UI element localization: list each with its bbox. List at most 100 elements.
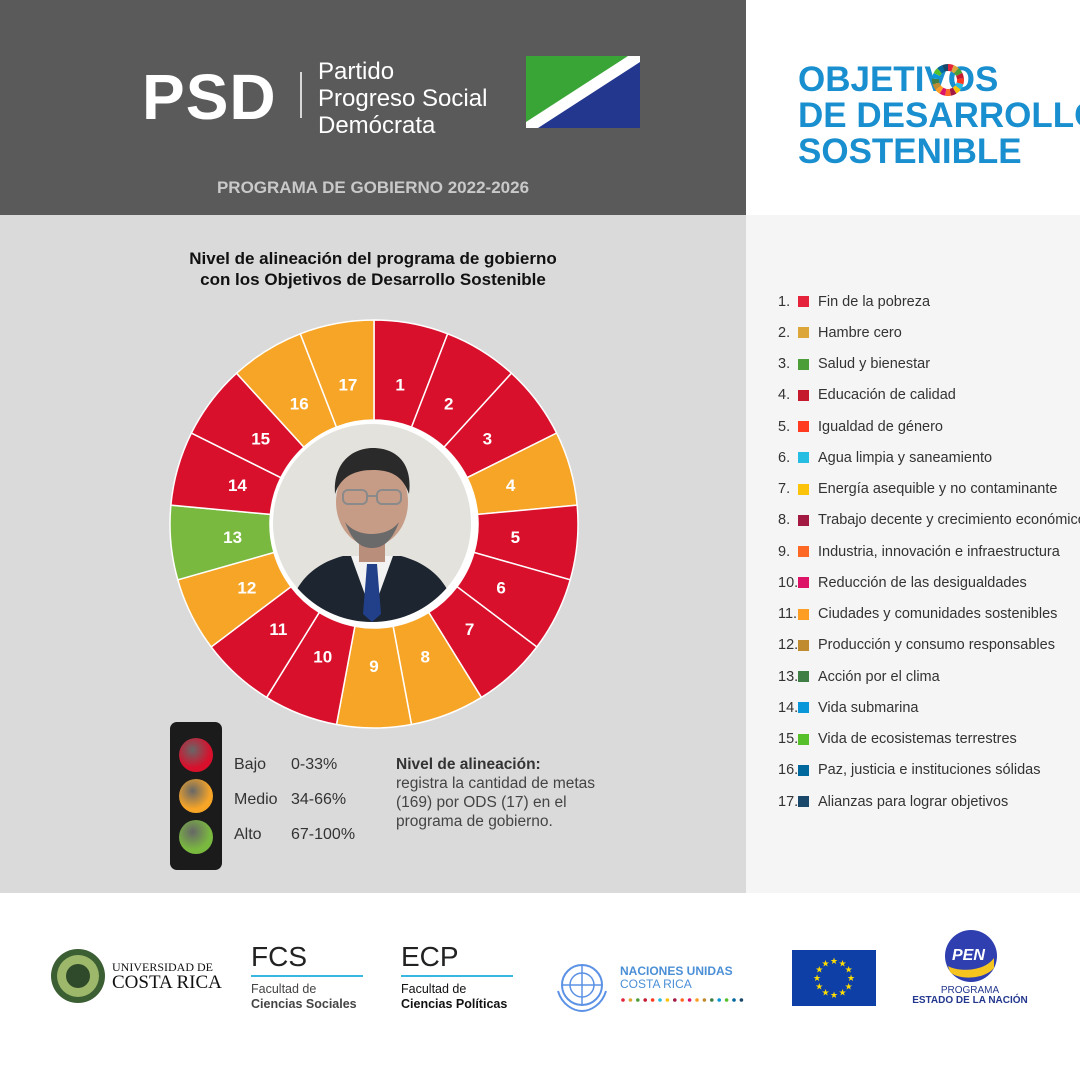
level-range: 0-33%	[291, 756, 338, 773]
legend-swatch	[798, 546, 809, 558]
fcs-abbr: FCS	[251, 941, 307, 972]
chart-title-line: con los Objetivos de Desarrollo Sostenib…	[200, 270, 546, 289]
ecp-underline	[401, 975, 513, 977]
legend-swatch	[798, 389, 809, 401]
legend-item: 17. Alianzas para lograr objetivos	[778, 786, 1080, 817]
ecp-line: Ciencias Políticas	[401, 997, 508, 1011]
legend-label: Acción por el clima	[818, 668, 940, 685]
legend-swatch	[798, 733, 809, 745]
legend-swatch	[798, 702, 809, 714]
fcs-underline	[251, 975, 363, 977]
donut-label-11: 11	[269, 620, 287, 639]
donut-label-16: 16	[290, 394, 309, 413]
ods-title-line: SOSTENIBLE	[798, 132, 1022, 171]
donut-label-4: 4	[506, 476, 516, 495]
ods-title: OBJETIVOS DE DESARROLLO SOSTENIBLE	[798, 62, 1080, 170]
legend-item: 14. Vida submarina	[778, 692, 1080, 723]
level-name: Bajo	[234, 756, 267, 773]
donut-label-9: 9	[369, 657, 378, 676]
ucr-line: COSTA RICA	[112, 972, 222, 993]
legend-swatch	[798, 796, 809, 808]
legend-label: Trabajo decente y crecimiento económico	[818, 512, 1080, 529]
svg-text:★: ★	[813, 973, 821, 983]
legend-swatch	[798, 296, 809, 308]
donut-label-1: 1	[395, 375, 404, 394]
legend-number: 17.	[778, 793, 799, 810]
legend-swatch	[798, 452, 809, 464]
ods-title-line: DE DESARROLLO	[798, 96, 1080, 135]
legend-swatch	[798, 358, 809, 370]
traffic-light-icon	[170, 722, 222, 870]
donut-label-3: 3	[483, 429, 492, 448]
svg-text:★: ★	[847, 973, 855, 983]
legend-label: Vida de ecosistemas terrestres	[818, 731, 1017, 748]
pen-logo-icon	[945, 930, 997, 982]
svg-text:★: ★	[815, 982, 823, 992]
un-text: NACIONES UNIDAS COSTA RICA	[620, 965, 733, 991]
legend-swatch	[798, 671, 809, 683]
legend-label: Educación de calidad	[818, 387, 956, 404]
ucr-logo-text: UNIVERSIDAD DE COSTA RICA	[112, 960, 222, 993]
footer-logos: UNIVERSIDAD DE COSTA RICA FCS Facultad d…	[0, 893, 1080, 1080]
sdg-wheel-icon	[932, 64, 964, 96]
pen-text: PROGRAMA ESTADO DE LA NACIÓN	[908, 986, 1032, 1006]
donut-label-15: 15	[251, 429, 270, 448]
chart-title: Nivel de alineación del programa de gobi…	[0, 248, 746, 290]
legend-label: Industria, innovación e infraestructura	[818, 543, 1060, 560]
legend-number: 7.	[778, 481, 791, 498]
legend-number: 14.	[778, 699, 799, 716]
level-name: Alto	[234, 826, 262, 843]
donut-label-8: 8	[421, 647, 430, 666]
legend-number: 3.	[778, 356, 791, 373]
donut-label-17: 17	[338, 375, 357, 394]
header-divider	[300, 72, 302, 118]
donut-label-10: 10	[313, 647, 332, 666]
svg-text:★: ★	[838, 988, 846, 998]
level-range: 34-66%	[291, 791, 347, 808]
legend-item: 12. Producción y consumo responsables	[778, 630, 1080, 661]
pen-line: PROGRAMA	[940, 985, 1000, 996]
svg-text:★: ★	[838, 958, 846, 968]
svg-text:★: ★	[845, 965, 853, 975]
party-name-line: Partido	[318, 58, 395, 85]
party-abbreviation: PSD	[142, 61, 277, 133]
donut-label-6: 6	[496, 578, 505, 597]
green-light-icon	[179, 820, 213, 854]
note-text: registra la cantidad de metas (169) por …	[396, 775, 596, 830]
legend-item: 11. Ciudades y comunidades sostenibles	[778, 599, 1080, 630]
legend-label: Paz, justicia e instituciones sólidas	[818, 762, 1041, 779]
legend-number: 5.	[778, 418, 791, 435]
legend-item: 10. Reducción de las desigualdades	[778, 567, 1080, 598]
legend-item: 6. Agua limpia y saneamiento	[778, 442, 1080, 473]
fcs-line: Ciencias Sociales	[251, 997, 357, 1011]
legend-label: Producción y consumo responsables	[818, 637, 1055, 654]
legend-item: 9. Industria, innovación e infraestructur…	[778, 536, 1080, 567]
ecp-line: Facultad de	[401, 982, 467, 996]
ecp-text: Facultad de Ciencias Políticas	[401, 982, 507, 1012]
legend-item: 8. Trabajo decente y crecimiento económic…	[778, 505, 1080, 536]
svg-text:★: ★	[830, 956, 838, 966]
level-range: 67-100%	[291, 826, 356, 843]
legend-number: 12.	[778, 637, 799, 654]
legend-number: 1.	[778, 293, 791, 310]
legend-swatch	[798, 577, 809, 589]
ods-legend: 1. Fin de la pobreza 2. Hambre cero 3. Salud …	[778, 286, 1080, 817]
legend-label: Fin de la pobreza	[818, 293, 931, 310]
svg-text:★: ★	[845, 982, 853, 992]
legend-swatch	[798, 327, 809, 339]
legend-number: 13.	[778, 668, 799, 685]
sdg-color-dots	[621, 998, 744, 1002]
donut-label-14: 14	[228, 476, 247, 495]
legend-label: Salud y bienestar	[818, 356, 931, 373]
svg-text:★: ★	[821, 958, 829, 968]
legend-item: 1. Fin de la pobreza	[778, 286, 1080, 317]
ucr-line: UNIVERSIDAD DE	[112, 960, 213, 974]
legend-item: 2. Hambre cero	[778, 317, 1080, 348]
candidate-photo	[273, 424, 471, 622]
amber-light-icon	[179, 779, 213, 813]
donut-label-12: 12	[237, 578, 256, 597]
program-label: PROGRAMA DE GOBIERNO 2022-2026	[216, 178, 530, 197]
legend-swatch	[798, 608, 809, 620]
eu-flag-icon: ★ ★★★★★★★★★★★	[792, 950, 876, 1006]
ucr-seal-icon	[51, 949, 105, 1003]
